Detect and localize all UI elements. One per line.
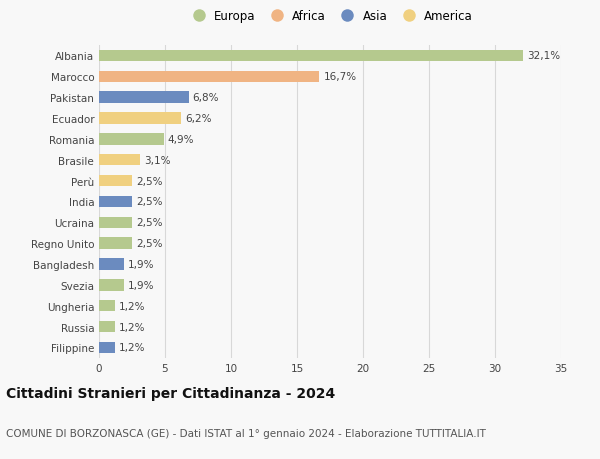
Bar xyxy=(99,321,115,332)
Text: 6,8%: 6,8% xyxy=(193,93,219,103)
Bar xyxy=(99,342,115,353)
Legend: Europa, Africa, Asia, America: Europa, Africa, Asia, America xyxy=(185,8,475,26)
Text: 3,1%: 3,1% xyxy=(144,155,170,165)
Bar xyxy=(99,300,115,312)
Text: 2,5%: 2,5% xyxy=(136,197,163,207)
Bar xyxy=(99,238,132,249)
Bar xyxy=(99,217,132,229)
Bar xyxy=(99,259,124,270)
Text: 16,7%: 16,7% xyxy=(323,72,356,82)
Text: 2,5%: 2,5% xyxy=(136,239,163,249)
Bar xyxy=(99,280,124,291)
Bar xyxy=(99,196,132,207)
Text: COMUNE DI BORZONASCA (GE) - Dati ISTAT al 1° gennaio 2024 - Elaborazione TUTTITA: COMUNE DI BORZONASCA (GE) - Dati ISTAT a… xyxy=(6,428,486,438)
Bar xyxy=(99,113,181,124)
Text: 2,5%: 2,5% xyxy=(136,218,163,228)
Text: 1,2%: 1,2% xyxy=(119,342,145,353)
Text: 2,5%: 2,5% xyxy=(136,176,163,186)
Text: 32,1%: 32,1% xyxy=(527,51,560,62)
Text: 6,2%: 6,2% xyxy=(185,114,211,124)
Bar xyxy=(99,175,132,187)
Text: 1,2%: 1,2% xyxy=(119,301,145,311)
Bar xyxy=(99,134,164,145)
Bar xyxy=(99,155,140,166)
Text: 1,2%: 1,2% xyxy=(119,322,145,332)
Bar xyxy=(99,92,189,104)
Text: Cittadini Stranieri per Cittadinanza - 2024: Cittadini Stranieri per Cittadinanza - 2… xyxy=(6,386,335,400)
Bar xyxy=(99,50,523,62)
Text: 1,9%: 1,9% xyxy=(128,280,155,290)
Text: 4,9%: 4,9% xyxy=(167,134,194,145)
Bar xyxy=(99,72,319,83)
Text: 1,9%: 1,9% xyxy=(128,259,155,269)
